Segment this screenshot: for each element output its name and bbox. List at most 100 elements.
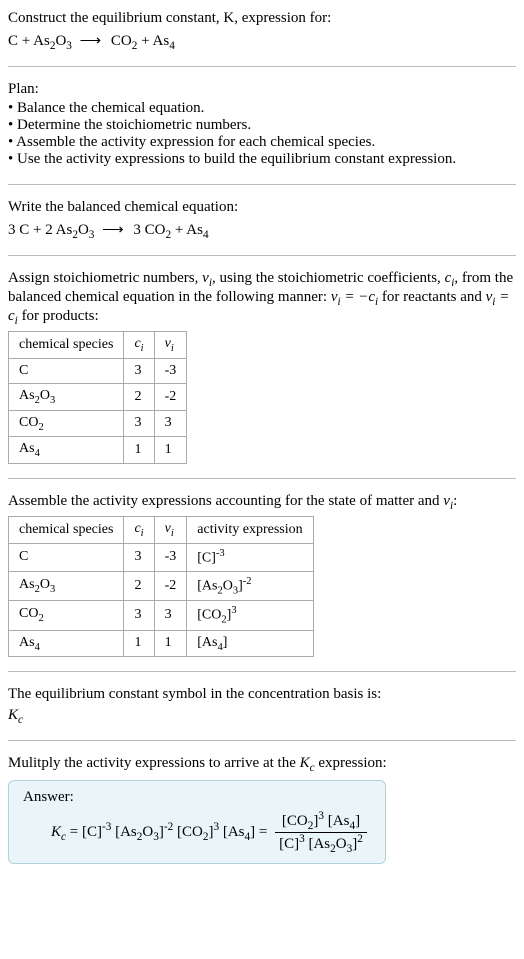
bal-rhs-a: 3 CO bbox=[133, 222, 165, 238]
col-ci: ci bbox=[124, 332, 154, 359]
cell-c: 3 bbox=[124, 601, 154, 630]
eq-part: [CO bbox=[173, 824, 203, 840]
eq-lhs-a: C + As bbox=[8, 33, 50, 49]
plan-item: • Use the activity expressions to build … bbox=[18, 151, 516, 168]
divider bbox=[8, 66, 516, 67]
table-header-row: chemical species ci νi bbox=[9, 332, 187, 359]
col-species: chemical species bbox=[9, 517, 124, 544]
cell-nu: 1 bbox=[154, 630, 187, 657]
activity-section: Assemble the activity expressions accoun… bbox=[8, 487, 516, 663]
col-ci: ci bbox=[124, 517, 154, 544]
col-species: chemical species bbox=[9, 332, 124, 359]
plan-item: • Assemble the activity expression for e… bbox=[18, 134, 516, 151]
divider bbox=[8, 184, 516, 185]
table-row: As2O3 2 -2 [As2O3]-2 bbox=[9, 571, 314, 600]
eq-rhs-b: + As bbox=[137, 33, 169, 49]
cell-nu: -2 bbox=[154, 571, 187, 600]
assign-text-e: for products: bbox=[18, 308, 99, 324]
question-header: Construct the equilibrium constant, K, e… bbox=[8, 4, 516, 58]
table-row: CO2 3 3 bbox=[9, 410, 187, 437]
kc-symbol-text: The equilibrium constant symbol in the c… bbox=[8, 686, 516, 703]
cell-species: C bbox=[9, 543, 124, 571]
answer-label: Answer: bbox=[23, 789, 371, 806]
kc-var: Kc bbox=[51, 824, 66, 840]
cell-species: As4 bbox=[9, 437, 124, 464]
plan-list: • Balance the chemical equation. • Deter… bbox=[8, 100, 516, 168]
cell-activity: [As4] bbox=[187, 630, 313, 657]
assemble-text-b: : bbox=[453, 493, 457, 509]
table-row: C 3 -3 [C]-3 bbox=[9, 543, 314, 571]
cell-species: As2O3 bbox=[9, 383, 124, 410]
arrow-icon: ⟶ bbox=[98, 222, 130, 238]
assemble-text-a: Assemble the activity expressions accoun… bbox=[8, 493, 443, 509]
sub-4: 4 bbox=[169, 40, 175, 52]
multiply-text-a: Mulitply the activity expressions to arr… bbox=[8, 755, 300, 771]
sub: 4 bbox=[203, 229, 209, 241]
answer-box: Answer: Kc = [C]-3 [As2O3]-2 [CO2]3 [As4… bbox=[8, 780, 386, 864]
eq-part: ] = bbox=[250, 824, 271, 840]
eq-rhs-a: CO bbox=[111, 33, 132, 49]
eq-part: [As bbox=[111, 824, 136, 840]
prompt-line: Construct the equilibrium constant, K, e… bbox=[8, 10, 516, 27]
cell-c: 3 bbox=[124, 410, 154, 437]
plan-title: Plan: bbox=[8, 81, 516, 98]
cell-species: As4 bbox=[9, 630, 124, 657]
cell-nu: -3 bbox=[154, 543, 187, 571]
bal-rhs-b: + As bbox=[171, 222, 203, 238]
kc-inline: Kc bbox=[300, 755, 315, 771]
cell-activity: [As2O3]-2 bbox=[187, 571, 313, 600]
table-row: C 3 -3 bbox=[9, 358, 187, 383]
col-activity: activity expression bbox=[187, 517, 313, 544]
bal-lhs: 3 C + 2 As bbox=[8, 222, 72, 238]
kc-symbol-section: The equilibrium constant symbol in the c… bbox=[8, 680, 516, 732]
balanced-equation: 3 C + 2 As2O3 ⟶ 3 CO2 + As4 bbox=[8, 220, 516, 241]
cell-nu: 3 bbox=[154, 410, 187, 437]
cell-species: As2O3 bbox=[9, 571, 124, 600]
eq-part: [As bbox=[219, 824, 244, 840]
multiply-text-b: expression: bbox=[315, 755, 387, 771]
divider bbox=[8, 740, 516, 741]
fraction-denominator: [C]3 [As2O3]2 bbox=[275, 833, 367, 855]
cell-c: 3 bbox=[124, 543, 154, 571]
nu-sym: νi bbox=[443, 493, 453, 509]
table-row: As2O3 2 -2 bbox=[9, 383, 187, 410]
exp: -3 bbox=[102, 821, 111, 833]
assign-text-a: Assign stoichiometric numbers, bbox=[8, 270, 202, 286]
col-nui: νi bbox=[154, 332, 187, 359]
fraction-numerator: [CO2]3 [As4] bbox=[275, 810, 367, 833]
nu-sym: νi bbox=[202, 270, 212, 286]
table-row: As4 1 1 [As4] bbox=[9, 630, 314, 657]
cell-nu: 1 bbox=[154, 437, 187, 464]
assign-text-d: for reactants and bbox=[378, 289, 485, 305]
unbalanced-equation: C + As2O3 ⟶ CO2 + As4 bbox=[8, 31, 516, 52]
answer-equation: Kc = [C]-3 [As2O3]-2 [CO2]3 [As4] = [CO2… bbox=[23, 810, 371, 855]
plan-item: • Determine the stoichiometric numbers. bbox=[18, 117, 516, 134]
eq-part: = [C] bbox=[66, 824, 102, 840]
eq-part: O bbox=[142, 824, 153, 840]
arrow-icon: ⟶ bbox=[76, 33, 108, 49]
table-row: CO2 3 3 [CO2]3 bbox=[9, 601, 314, 630]
balanced-title: Write the balanced chemical equation: bbox=[8, 199, 516, 216]
sub-3: 3 bbox=[66, 40, 72, 52]
cell-nu: -2 bbox=[154, 383, 187, 410]
plan-item: • Balance the chemical equation. bbox=[18, 100, 516, 117]
cell-nu: 3 bbox=[154, 601, 187, 630]
cell-c: 1 bbox=[124, 630, 154, 657]
c-sym: ci bbox=[445, 270, 455, 286]
divider bbox=[8, 671, 516, 672]
assign-section: Assign stoichiometric numbers, νi, using… bbox=[8, 264, 516, 470]
cell-c: 2 bbox=[124, 383, 154, 410]
cell-nu: -3 bbox=[154, 358, 187, 383]
cell-species: CO2 bbox=[9, 410, 124, 437]
cell-c: 2 bbox=[124, 571, 154, 600]
plan-section: Plan: • Balance the chemical equation. •… bbox=[8, 75, 516, 176]
assign-text-b: , using the stoichiometric coefficients, bbox=[212, 270, 445, 286]
cell-activity: [CO2]3 bbox=[187, 601, 313, 630]
cell-species: C bbox=[9, 358, 124, 383]
activity-table: chemical species ci νi activity expressi… bbox=[8, 516, 314, 657]
cell-c: 1 bbox=[124, 437, 154, 464]
balanced-section: Write the balanced chemical equation: 3 … bbox=[8, 193, 516, 247]
cell-activity: [C]-3 bbox=[187, 543, 313, 571]
eq-lhs-b: O bbox=[55, 33, 66, 49]
cell-c: 3 bbox=[124, 358, 154, 383]
